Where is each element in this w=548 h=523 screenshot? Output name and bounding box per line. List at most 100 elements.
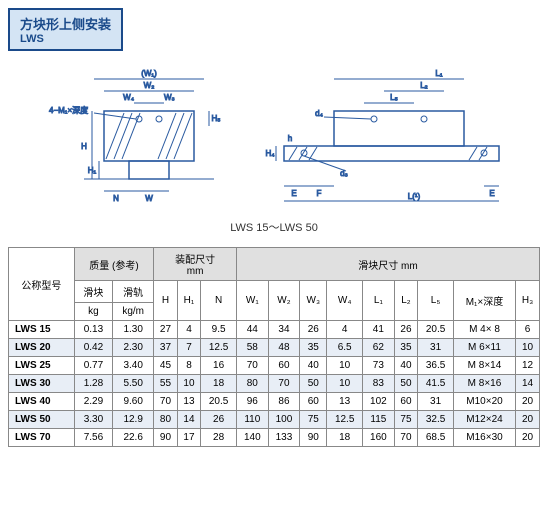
col-W4: W₄ <box>327 281 363 321</box>
cell-L5: 31 <box>418 339 454 357</box>
cell-M1: M 8×14 <box>453 357 515 375</box>
cell-L5: 32.5 <box>418 411 454 429</box>
cell-W2: 48 <box>268 339 300 357</box>
cell-M1: M 8×16 <box>453 375 515 393</box>
svg-text:W₂: W₂ <box>144 81 155 90</box>
table-row: LWS 503.3012.98014261101007512.51157532.… <box>9 411 540 429</box>
cell-M1: M 6×11 <box>453 339 515 357</box>
table-row: LWS 707.5622.690172814013390181607068.5M… <box>9 429 540 447</box>
cell-L5: 20.5 <box>418 321 454 339</box>
cell-L5: 41.5 <box>418 375 454 393</box>
cell-H: 55 <box>154 375 178 393</box>
cell-W4: 12.5 <box>327 411 363 429</box>
cell-model: LWS 50 <box>9 411 75 429</box>
cell-model: LWS 40 <box>9 393 75 411</box>
cell-W3: 90 <box>300 429 327 447</box>
cell-mr: 2.30 <box>113 339 154 357</box>
cell-model: LWS 70 <box>9 429 75 447</box>
col-N: N <box>201 281 237 321</box>
col-H1: H₁ <box>177 281 201 321</box>
figure-caption: LWS 15～LWS 50 <box>8 219 540 235</box>
svg-text:E: E <box>489 189 494 198</box>
cell-L5: 31 <box>418 393 454 411</box>
col-W2: W₂ <box>268 281 300 321</box>
cell-H: 90 <box>154 429 178 447</box>
cell-W4: 6.5 <box>327 339 363 357</box>
cell-W2: 70 <box>268 375 300 393</box>
col-mb-unit: kg <box>74 303 112 321</box>
svg-text:L₂: L₂ <box>420 81 428 90</box>
cell-H3: 20 <box>516 429 540 447</box>
cell-L2: 35 <box>394 339 418 357</box>
cell-L1: 62 <box>363 339 395 357</box>
cell-H: 27 <box>154 321 178 339</box>
cell-mb: 7.56 <box>74 429 112 447</box>
cell-H1: 8 <box>177 357 201 375</box>
table-body: LWS 150.131.302749.54434264412620.5M 4× … <box>9 321 540 447</box>
cell-H1: 17 <box>177 429 201 447</box>
cell-L2: 60 <box>394 393 418 411</box>
svg-text:L(¹): L(¹) <box>408 192 421 201</box>
cell-L1: 73 <box>363 357 395 375</box>
cell-H3: 20 <box>516 411 540 429</box>
cell-model: LWS 25 <box>9 357 75 375</box>
col-mass: 质量 (参考) <box>74 248 153 281</box>
cell-W1: 70 <box>236 357 268 375</box>
svg-text:W₄: W₄ <box>123 93 134 102</box>
cell-L1: 41 <box>363 321 395 339</box>
cell-L2: 40 <box>394 357 418 375</box>
cell-W4: 10 <box>327 357 363 375</box>
table-row: LWS 150.131.302749.54434264412620.5M 4× … <box>9 321 540 339</box>
cell-W1: 80 <box>236 375 268 393</box>
cell-W3: 60 <box>300 393 327 411</box>
col-mb: 滑块 <box>74 281 112 303</box>
cell-H1: 10 <box>177 375 201 393</box>
col-H: H <box>154 281 178 321</box>
table-row: LWS 250.773.404581670604010734036.5M 8×1… <box>9 357 540 375</box>
cell-W1: 140 <box>236 429 268 447</box>
cell-L2: 75 <box>394 411 418 429</box>
col-block: 滑块尺寸 mm <box>236 248 539 281</box>
cell-N: 9.5 <box>201 321 237 339</box>
cell-H: 37 <box>154 339 178 357</box>
svg-text:W₃: W₃ <box>164 93 175 102</box>
title-sub: LWS <box>20 33 111 45</box>
cell-mr: 3.40 <box>113 357 154 375</box>
col-W1: W₁ <box>236 281 268 321</box>
svg-text:W: W <box>145 194 153 203</box>
svg-text:N: N <box>113 194 119 203</box>
cell-H: 80 <box>154 411 178 429</box>
cell-H: 70 <box>154 393 178 411</box>
col-M1: M₁×深度 <box>453 281 515 321</box>
cell-L2: 50 <box>394 375 418 393</box>
col-model: 公称型号 <box>9 248 75 321</box>
cell-H3: 6 <box>516 321 540 339</box>
cell-W2: 86 <box>268 393 300 411</box>
svg-text:h: h <box>288 134 292 143</box>
svg-text:H₄: H₄ <box>265 149 274 158</box>
cell-H3: 14 <box>516 375 540 393</box>
title-box: 方块形上侧安装 LWS <box>8 8 123 51</box>
cell-model: LWS 15 <box>9 321 75 339</box>
svg-text:(W₁): (W₁) <box>141 69 157 78</box>
cell-M1: M 4× 8 <box>453 321 515 339</box>
cell-W1: 58 <box>236 339 268 357</box>
svg-text:L₅: L₅ <box>390 93 398 102</box>
cell-H1: 13 <box>177 393 201 411</box>
cell-L5: 36.5 <box>418 357 454 375</box>
cell-L2: 26 <box>394 321 418 339</box>
table-row: LWS 301.285.5055101880705010835041.5M 8×… <box>9 375 540 393</box>
cell-H1: 7 <box>177 339 201 357</box>
cell-H3: 12 <box>516 357 540 375</box>
cell-mb: 0.42 <box>74 339 112 357</box>
cell-W2: 34 <box>268 321 300 339</box>
col-W3: W₃ <box>300 281 327 321</box>
table-row: LWS 200.422.3037712.55848356.5623531M 6×… <box>9 339 540 357</box>
cell-W2: 100 <box>268 411 300 429</box>
svg-text:H₁: H₁ <box>88 166 97 175</box>
cell-mb: 2.29 <box>74 393 112 411</box>
cell-L1: 83 <box>363 375 395 393</box>
cell-N: 20.5 <box>201 393 237 411</box>
side-view-diagram: L₁ L₂ L₅ d₄ H₄ h d₃ E F L(¹) E <box>264 61 504 211</box>
col-L2: L₂ <box>394 281 418 321</box>
